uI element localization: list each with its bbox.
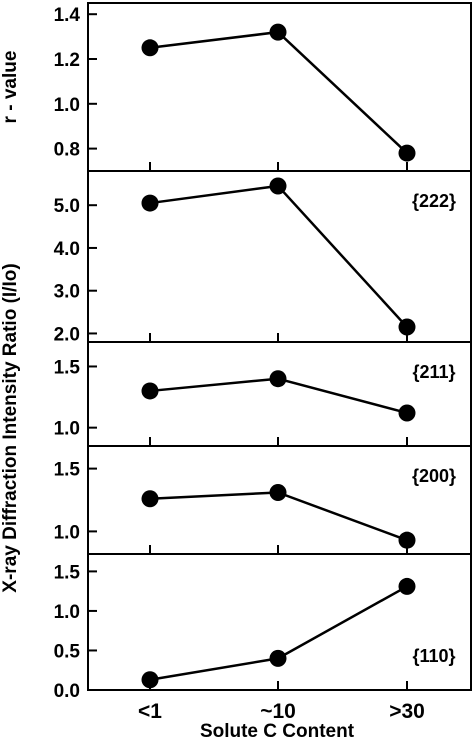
data-point	[398, 531, 416, 549]
panel-4: 1.0 1.5 {200}	[54, 445, 472, 555]
data-point	[269, 177, 287, 195]
y-tick-label: 2.0	[54, 324, 80, 345]
x-tick-label: ~10	[260, 700, 296, 723]
panel-1: 0.8 1.0 1.2 1.4 r - value	[0, 2, 472, 172]
panel-annotation: {110}	[412, 646, 455, 666]
x-tick-label: >30	[389, 700, 425, 723]
panel-2: 2.0 3.0 4.0 5.0 {222}	[54, 170, 472, 345]
y-tick-label: 1.5	[54, 562, 81, 583]
y-tick-label: 3.0	[54, 282, 80, 303]
panel-annotation: {211}	[412, 362, 455, 382]
chart-panels: 0.8 1.0 1.2 1.4 r - value 2.0 3.0 4.0 5.0 {222} 1.…	[0, 2, 472, 723]
data-point	[141, 39, 159, 57]
y-tick-label: 1.5	[54, 460, 81, 481]
panel-annotation: {222}	[412, 191, 456, 211]
y-tick-label: 4.0	[54, 239, 80, 260]
series-line	[149, 30, 408, 154]
y-tick-label: 1.0	[54, 602, 80, 623]
data-point	[269, 649, 287, 667]
y-tick-label: 1.0	[54, 522, 80, 543]
y-tick-label: 1.0	[54, 419, 80, 440]
y-tick-label: 0.5	[54, 641, 81, 662]
shared-y-axis-title: X-ray Diffraction Intensity Ratio (I/Io)	[0, 263, 21, 592]
data-point	[141, 671, 159, 689]
y-tick-label: 0.0	[54, 681, 80, 702]
x-tick-label: <1	[138, 700, 162, 723]
data-point	[269, 23, 287, 41]
data-point	[398, 577, 416, 595]
y-tick-label: 1.0	[54, 95, 80, 116]
data-point	[398, 404, 416, 422]
series-line	[149, 184, 408, 328]
y-axis-title: r - value	[0, 51, 21, 124]
x-axis-title: Solute C Content	[200, 721, 355, 741]
data-point	[398, 318, 416, 336]
panel-frame	[87, 553, 472, 691]
data-point	[269, 483, 287, 501]
panel-3: 1.0 1.5 {211}	[54, 341, 472, 447]
y-tick-label: 1.2	[54, 50, 80, 71]
data-point	[141, 194, 159, 212]
y-tick-label: 0.8	[54, 140, 80, 161]
data-point	[398, 144, 416, 162]
y-tick-label: 1.4	[54, 5, 81, 26]
y-tick-label: 1.5	[54, 357, 81, 378]
data-point	[141, 490, 159, 508]
y-tick-label: 5.0	[54, 196, 80, 217]
panel-annotation: {200}	[412, 466, 456, 486]
data-point	[269, 370, 287, 388]
data-point	[141, 382, 159, 400]
panel-5: 0.0 0.5 1.0 1.5 {110}	[54, 553, 472, 702]
